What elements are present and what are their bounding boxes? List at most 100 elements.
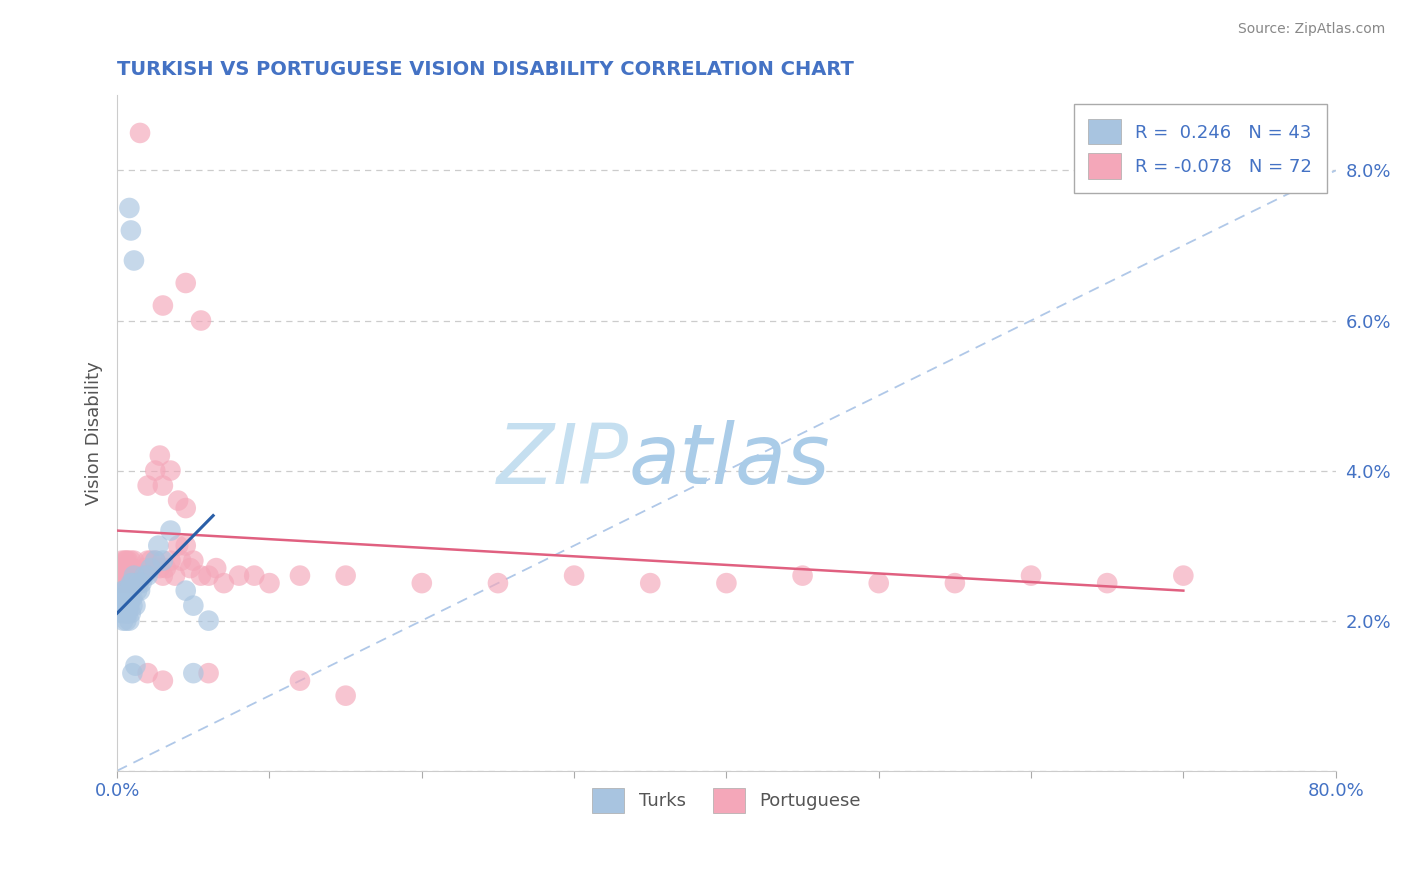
Point <box>117 583 139 598</box>
Point <box>167 493 190 508</box>
Text: atlas: atlas <box>628 419 831 500</box>
Point <box>228 568 250 582</box>
Point <box>792 568 814 582</box>
Point <box>174 276 197 290</box>
Point <box>136 568 159 582</box>
Point <box>159 464 181 478</box>
Point <box>112 583 135 598</box>
Point <box>117 553 139 567</box>
Point <box>638 576 661 591</box>
Point <box>111 606 134 620</box>
Point <box>121 599 143 613</box>
Point <box>120 591 142 606</box>
Point <box>114 599 136 613</box>
Point <box>111 568 134 582</box>
Point <box>197 568 219 582</box>
Point <box>120 606 142 620</box>
Point <box>121 591 143 606</box>
Point <box>159 553 181 567</box>
Point <box>117 599 139 613</box>
Point <box>1173 568 1195 582</box>
Point <box>115 606 138 620</box>
Point <box>155 561 177 575</box>
Point <box>115 591 138 606</box>
Point <box>120 223 142 237</box>
Point <box>197 666 219 681</box>
Point <box>152 568 174 582</box>
Point <box>943 576 966 591</box>
Point <box>335 689 357 703</box>
Point <box>149 449 172 463</box>
Point <box>190 313 212 327</box>
Point <box>114 553 136 567</box>
Point <box>129 568 152 582</box>
Point <box>149 561 172 575</box>
Point <box>143 553 166 567</box>
Point <box>134 568 156 582</box>
Point <box>131 568 153 582</box>
Point <box>167 539 190 553</box>
Point <box>1019 568 1042 582</box>
Point <box>212 576 235 591</box>
Text: ZIP: ZIP <box>496 419 628 500</box>
Point <box>121 576 143 591</box>
Point <box>129 583 152 598</box>
Point <box>118 576 141 591</box>
Point <box>121 666 143 681</box>
Point <box>118 614 141 628</box>
Point <box>111 591 134 606</box>
Point <box>152 553 174 567</box>
Point <box>411 576 433 591</box>
Point <box>111 553 134 567</box>
Point <box>128 576 150 591</box>
Point <box>125 568 148 582</box>
Point <box>118 201 141 215</box>
Point <box>122 553 145 567</box>
Point <box>118 561 141 575</box>
Point <box>121 576 143 591</box>
Point <box>117 576 139 591</box>
Point <box>124 658 146 673</box>
Point <box>122 568 145 582</box>
Point <box>159 524 181 538</box>
Point <box>562 568 585 582</box>
Point <box>125 583 148 598</box>
Point <box>120 553 142 567</box>
Point <box>139 561 162 575</box>
Point <box>335 568 357 582</box>
Point <box>136 478 159 492</box>
Point <box>122 253 145 268</box>
Point <box>124 576 146 591</box>
Point <box>117 561 139 575</box>
Point <box>183 553 205 567</box>
Point <box>136 553 159 567</box>
Point <box>143 464 166 478</box>
Point <box>143 553 166 567</box>
Point <box>165 568 187 582</box>
Point <box>110 576 132 591</box>
Point <box>115 614 138 628</box>
Point <box>115 599 138 613</box>
Point <box>174 501 197 516</box>
Point <box>174 583 197 598</box>
Point <box>205 561 228 575</box>
Point <box>179 561 201 575</box>
Text: Source: ZipAtlas.com: Source: ZipAtlas.com <box>1237 22 1385 37</box>
Point <box>117 591 139 606</box>
Point <box>117 606 139 620</box>
Point <box>139 553 162 567</box>
Point <box>868 576 890 591</box>
Point <box>148 539 170 553</box>
Point <box>170 553 193 567</box>
Point <box>716 576 738 591</box>
Point <box>134 561 156 575</box>
Y-axis label: Vision Disability: Vision Disability <box>86 361 103 505</box>
Point <box>112 599 135 613</box>
Point <box>115 576 138 591</box>
Point <box>288 568 311 582</box>
Point <box>136 666 159 681</box>
Point <box>114 568 136 582</box>
Point <box>110 599 132 613</box>
Point <box>190 568 212 582</box>
Point <box>118 583 141 598</box>
